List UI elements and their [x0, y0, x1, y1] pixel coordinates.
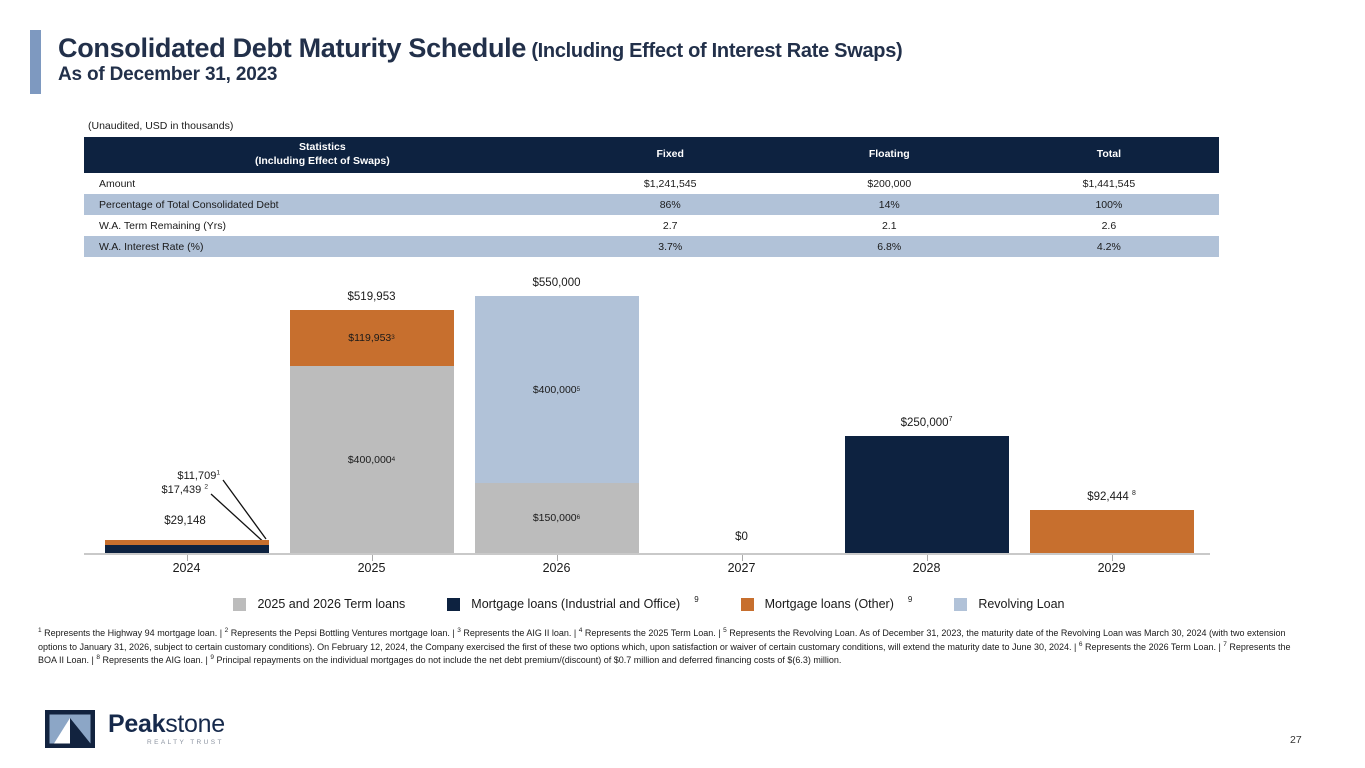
- legend-swatch-revolving: [954, 597, 968, 611]
- bar-2026: $150,000 6 $400,000 5: [474, 296, 639, 553]
- page-title-paren: (Including Effect of Interest Rate Swaps…: [526, 40, 903, 62]
- brand-tagline: REALTY TRUST: [147, 739, 224, 746]
- table-body: Amount $1,241,545 $200,000 $1,441,545 Percen…: [84, 173, 1219, 257]
- x-axis-tick-2025: [371, 555, 373, 561]
- row-value: $200,000: [867, 177, 912, 190]
- peakstone-logo: Peakstone REALTY TRUST: [45, 710, 225, 748]
- x-axis-label-2025: 2025: [357, 561, 386, 575]
- row-value: 14%: [779, 194, 999, 215]
- legend-footnote-ref: 9: [907, 594, 913, 604]
- label-2024-mortgage-other: $11,7091: [177, 469, 220, 482]
- x-axis-label-2029: 2029: [1097, 561, 1126, 575]
- peakstone-wordmark: Peakstone REALTY TRUST: [108, 712, 225, 747]
- x-axis-line: [84, 553, 1210, 555]
- row-label: Amount: [99, 177, 136, 190]
- peakstone-logo-mark-icon: [45, 710, 95, 748]
- x-axis-tick-2027: [741, 555, 743, 561]
- legend-item-mortgage_other: Mortgage loans (Other) 9: [740, 594, 913, 611]
- bar-2028: [844, 436, 1009, 553]
- bar-segment-2026-term: $150,000 6: [474, 483, 639, 553]
- table-header-floating: Floating: [779, 137, 999, 173]
- row-value: 6.8%: [779, 236, 999, 257]
- bar-segment-2025-mortgage_other: $119,953 3: [289, 310, 454, 366]
- brand-peak: Peak: [108, 710, 166, 738]
- bar-segment-2024-mortgage_io: [104, 545, 269, 553]
- table-row: Amount $1,241,545 $200,000 $1,441,545: [84, 173, 1219, 194]
- row-value: 86%: [560, 194, 780, 215]
- bar-segment-2025-term: $400,000 4: [289, 366, 454, 553]
- row-value: 3.7%: [560, 236, 780, 257]
- legend-swatch-term: [233, 597, 247, 611]
- title-accent-bar: [30, 30, 41, 94]
- table-header-statistics-line1: Statistics: [299, 141, 346, 154]
- x-axis-tick-2024: [186, 555, 188, 561]
- row-value: 2.7: [662, 219, 678, 232]
- x-axis-label-2027: 2027: [727, 561, 756, 575]
- legend-item-mortgage_io: Mortgage loans (Industrial and Office) 9: [447, 594, 699, 611]
- row-label: W.A. Interest Rate (%): [84, 236, 561, 257]
- row-label: Percentage of Total Consolidated Debt: [84, 194, 561, 215]
- page-title: Consolidated Debt Maturity Schedule (Inc…: [58, 33, 903, 64]
- table-header-total: Total: [998, 137, 1219, 173]
- legend-label-mortgage_io: Mortgage loans (Industrial and Office): [471, 597, 681, 611]
- total-label-2026: $550,000: [532, 277, 581, 289]
- page-number: 27: [1290, 734, 1302, 746]
- bar-2024: [104, 540, 269, 553]
- row-label: W.A. Term Remaining (Yrs): [99, 219, 226, 232]
- table-row: W.A. Interest Rate (%) 3.7% 6.8% 4.2%: [84, 236, 1219, 257]
- debt-maturity-chart: $11,7091 $17,439 2 $29,148 2024 2025 2026 2…: [84, 277, 1210, 575]
- bar-2029: [1029, 510, 1194, 553]
- chart-legend: 2025 and 2026 Term loans Mortgage loans (…: [94, 594, 1204, 611]
- x-axis-label-2026: 2026: [542, 561, 571, 575]
- x-axis-label-2024: 2024: [172, 561, 201, 575]
- page-subtitle: As of December 31, 2023: [58, 64, 278, 86]
- legend-swatch-mortgage_other: [740, 597, 754, 611]
- brand-stone: stone: [165, 710, 225, 738]
- legend-footnote-ref: 9: [694, 594, 699, 604]
- total-label-2024: $29,148: [164, 515, 206, 527]
- total-label-2025: $519,953: [347, 291, 396, 303]
- row-value: 100%: [998, 194, 1219, 215]
- legend-item-term: 2025 and 2026 Term loans: [233, 597, 405, 611]
- bar-segment-2029-mortgage_other: [1029, 510, 1194, 553]
- bar-2025: $400,000 4 $119,953 3: [289, 310, 454, 553]
- x-axis-label-2028: 2028: [912, 561, 941, 575]
- statistics-table: Statistics (Including Effect of Swaps) F…: [84, 137, 1219, 257]
- table-header-row: Statistics (Including Effect of Swaps) F…: [84, 137, 1219, 173]
- row-value: 2.6: [1101, 219, 1117, 232]
- bar-segment-2026-revolving: $400,000 5: [474, 296, 639, 483]
- footnotes: 1 Represents the Highway 94 mortgage loa…: [38, 627, 1291, 665]
- x-axis-tick-2026: [556, 555, 558, 561]
- table-row: Percentage of Total Consolidated Debt 86%…: [84, 194, 1219, 215]
- row-value: $1,241,545: [643, 177, 697, 190]
- unaudited-note: (Unaudited, USD in thousands): [88, 120, 234, 132]
- x-axis-tick-2029: [1111, 555, 1113, 561]
- table-header-statistics-line2: (Including Effect of Swaps): [254, 155, 390, 167]
- row-value: 2.1: [881, 219, 897, 232]
- legend-label-mortgage_other: Mortgage loans (Other): [764, 597, 894, 611]
- total-label-2028: $250,0007: [900, 416, 953, 429]
- row-value: $1,441,545: [1082, 177, 1136, 190]
- table-header-statistics: Statistics (Including Effect of Swaps): [84, 137, 561, 173]
- legend-label-revolving: Revolving Loan: [978, 597, 1065, 611]
- bar-segment-2024-mortgage_other: [104, 540, 269, 545]
- legend-label-term: 2025 and 2026 Term loans: [257, 597, 406, 611]
- x-axis-labels: 2024 2025 2026 2027 2028 2029: [94, 561, 1204, 575]
- total-label-2027: $0: [735, 531, 748, 543]
- table-header-fixed: Fixed: [560, 137, 780, 173]
- title-block: Consolidated Debt Maturity Schedule (Inc…: [58, 33, 903, 87]
- label-2024-mortgage-io: $17,439 2: [161, 483, 209, 496]
- x-axis-tick-2028: [926, 555, 928, 561]
- legend-item-revolving: Revolving Loan: [954, 597, 1065, 611]
- row-value: 4.2%: [998, 236, 1219, 257]
- table-row: W.A. Term Remaining (Yrs) 2.7 2.1 2.6: [84, 215, 1219, 236]
- brand-name: Peakstone: [108, 712, 225, 737]
- page-title-main: Consolidated Debt Maturity Schedule: [58, 33, 527, 63]
- legend-swatch-mortgage_io: [447, 597, 461, 611]
- total-label-2029: $92,444 8: [1087, 490, 1136, 503]
- bar-segment-2028-mortgage_io: [844, 436, 1009, 553]
